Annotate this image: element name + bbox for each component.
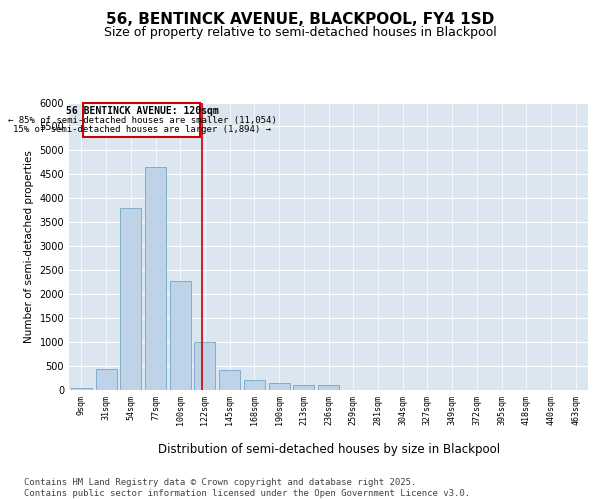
- Bar: [120, 208, 141, 390]
- Text: 15% of semi-detached houses are larger (1,894) →: 15% of semi-detached houses are larger (…: [13, 126, 271, 134]
- Bar: [293, 385, 314, 390]
- Bar: [95, 369, 116, 390]
- Bar: [145, 167, 166, 390]
- Y-axis label: Number of semi-detached properties: Number of semi-detached properties: [24, 150, 34, 342]
- Text: 56, BENTINCK AVENUE, BLACKPOOL, FY4 1SD: 56, BENTINCK AVENUE, BLACKPOOL, FY4 1SD: [106, 12, 494, 28]
- Text: Size of property relative to semi-detached houses in Blackpool: Size of property relative to semi-detach…: [104, 26, 496, 39]
- Bar: [244, 380, 265, 390]
- Bar: [219, 370, 240, 390]
- Bar: [194, 342, 215, 390]
- Text: 56 BENTINCK AVENUE: 120sqm: 56 BENTINCK AVENUE: 120sqm: [65, 106, 218, 116]
- Bar: [83, 104, 200, 138]
- Bar: [71, 388, 92, 390]
- Text: ← 85% of semi-detached houses are smaller (11,054): ← 85% of semi-detached houses are smalle…: [8, 116, 276, 125]
- Bar: [318, 385, 339, 390]
- Text: Distribution of semi-detached houses by size in Blackpool: Distribution of semi-detached houses by …: [158, 442, 500, 456]
- Text: Contains HM Land Registry data © Crown copyright and database right 2025.
Contai: Contains HM Land Registry data © Crown c…: [24, 478, 470, 498]
- Bar: [170, 281, 191, 390]
- Bar: [269, 383, 290, 390]
